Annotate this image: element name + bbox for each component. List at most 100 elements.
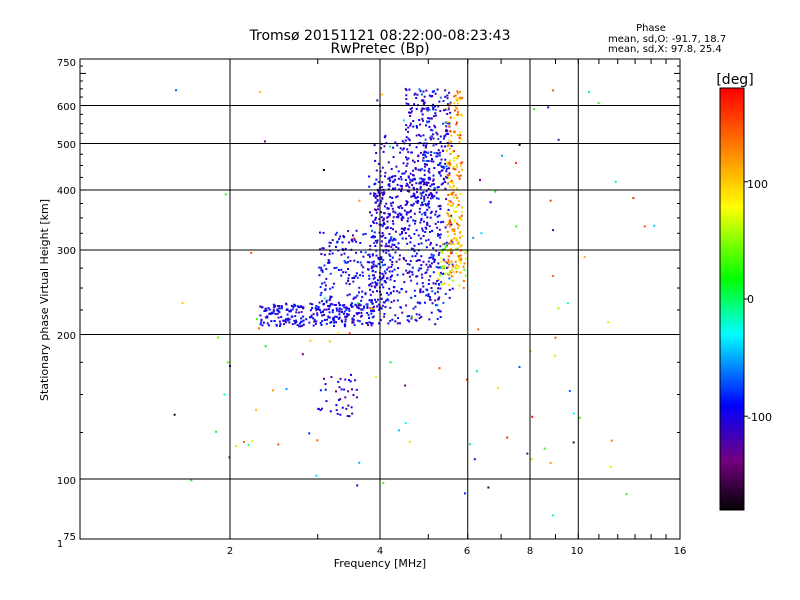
echo-point xyxy=(358,303,361,306)
echo-point xyxy=(360,251,363,253)
echo-point xyxy=(278,307,281,310)
echo-point xyxy=(444,121,447,124)
colorbar-swatch xyxy=(720,404,744,407)
echo-point xyxy=(449,248,452,250)
echo-point xyxy=(384,245,387,248)
echo-point xyxy=(395,196,398,199)
echo-point xyxy=(643,225,646,228)
echo-point xyxy=(348,309,351,312)
echo-point xyxy=(489,201,492,204)
echo-point xyxy=(473,458,476,461)
echo-point xyxy=(387,215,390,218)
echo-point xyxy=(321,407,323,410)
echo-point xyxy=(435,197,438,200)
echo-point xyxy=(408,186,411,189)
echo-point xyxy=(331,239,334,242)
colorbar-swatch xyxy=(720,204,744,207)
echo-point xyxy=(381,232,384,234)
echo-point xyxy=(401,148,404,151)
colorbar-tick-label-0: 0 xyxy=(747,293,754,306)
echo-point xyxy=(341,304,344,307)
colorbar-swatch xyxy=(720,448,744,451)
echo-point xyxy=(448,162,451,165)
echo-point xyxy=(339,377,342,380)
echo-point xyxy=(320,266,323,269)
echo-point xyxy=(418,88,421,91)
echo-point xyxy=(410,204,413,206)
echo-point xyxy=(294,304,297,307)
echo-point xyxy=(417,259,420,262)
echo-point xyxy=(331,252,334,255)
echo-point xyxy=(440,145,443,148)
echo-point xyxy=(301,306,304,309)
echo-point xyxy=(432,103,435,106)
echo-point xyxy=(374,245,377,247)
echo-point xyxy=(381,194,384,197)
echo-point xyxy=(454,168,457,171)
echo-point xyxy=(460,219,463,221)
echo-point xyxy=(419,185,422,188)
echo-point xyxy=(438,100,441,103)
x-tick-label-10: 10 xyxy=(571,546,584,557)
echo-point xyxy=(392,222,395,225)
echo-point xyxy=(397,317,399,320)
echo-point xyxy=(356,302,359,305)
echo-point xyxy=(319,409,322,412)
echo-point xyxy=(413,250,416,253)
echo-point xyxy=(416,93,419,96)
colorbar-swatch xyxy=(720,470,744,473)
echo-point xyxy=(301,324,304,327)
echo-point xyxy=(392,210,395,213)
echo-point xyxy=(405,124,408,127)
echo-point xyxy=(309,316,311,319)
echo-point xyxy=(415,108,418,110)
echo-point xyxy=(435,243,438,246)
echo-point xyxy=(422,260,425,263)
echo-point xyxy=(450,204,452,207)
echo-point xyxy=(399,204,402,207)
echo-point xyxy=(407,176,410,179)
colorbar xyxy=(719,87,748,511)
echo-point xyxy=(437,205,440,208)
echo-point xyxy=(387,177,390,180)
echo-point xyxy=(453,219,456,222)
echo-point xyxy=(269,313,272,315)
echo-point xyxy=(441,283,443,286)
echo-point xyxy=(447,199,450,202)
echo-point xyxy=(391,207,394,210)
echo-point xyxy=(268,312,271,315)
echo-point xyxy=(438,283,441,286)
echo-point xyxy=(408,111,410,114)
echo-point xyxy=(400,187,403,190)
echo-point xyxy=(377,256,380,259)
echo-point xyxy=(448,172,451,175)
echo-point xyxy=(401,232,403,235)
echo-point xyxy=(456,196,459,199)
colorbar-swatch xyxy=(720,102,744,105)
echo-point xyxy=(448,296,451,299)
echo-point xyxy=(457,92,459,95)
echo-point xyxy=(427,202,430,205)
echo-point xyxy=(610,439,613,442)
echo-point xyxy=(340,388,343,391)
echo-point xyxy=(351,277,354,280)
echo-point xyxy=(266,315,269,318)
echo-point xyxy=(625,493,628,496)
echo-point xyxy=(408,224,411,227)
echo-point xyxy=(458,284,461,287)
echo-point xyxy=(302,307,305,310)
echo-point xyxy=(459,271,462,274)
echo-point xyxy=(428,120,430,123)
echo-point xyxy=(429,275,432,278)
colorbar-swatch xyxy=(720,196,744,199)
echo-point xyxy=(442,100,445,102)
colorbar-swatch xyxy=(720,128,744,131)
colorbar-swatch xyxy=(720,244,744,247)
echo-point xyxy=(449,153,452,155)
echo-point xyxy=(319,248,321,251)
echo-point xyxy=(377,205,380,208)
echo-point xyxy=(430,210,433,213)
echo-point xyxy=(449,181,452,184)
echo-point xyxy=(403,281,406,284)
echo-point xyxy=(423,174,426,176)
